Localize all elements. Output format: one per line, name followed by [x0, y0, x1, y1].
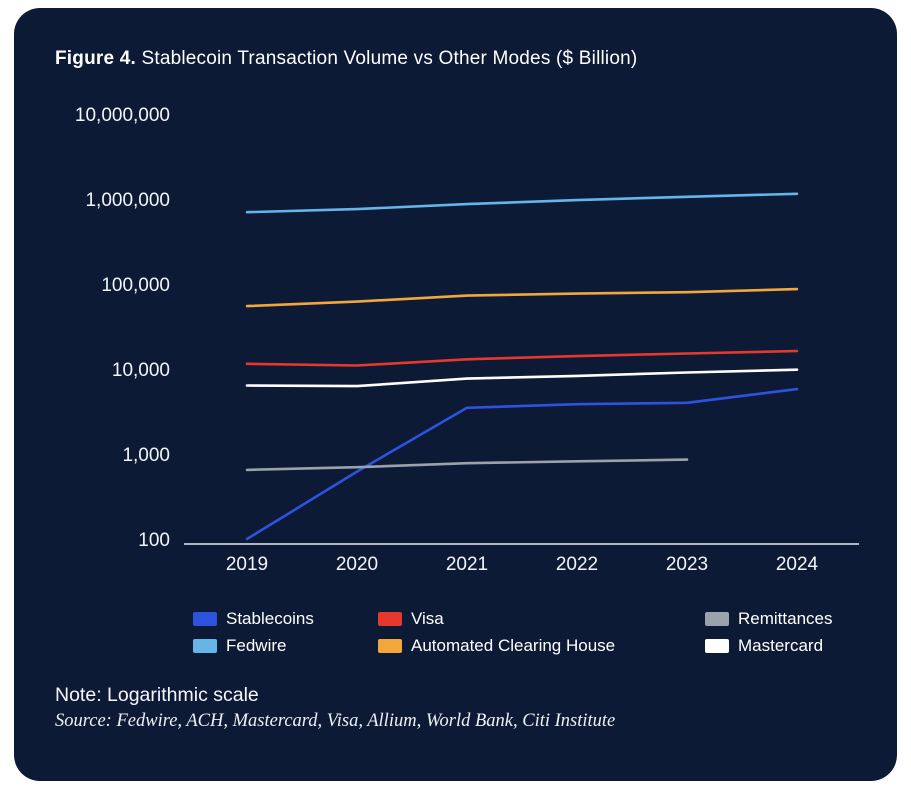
chart-legend: Stablecoins Visa Remittances Fedwire Automat… — [14, 606, 897, 660]
legend-label: Remittances — [738, 609, 833, 628]
x-tick-label: 2021 — [446, 554, 488, 575]
legend-item-visa: Visa — [378, 609, 444, 629]
legend-item-fedwire: Fedwire — [193, 636, 286, 656]
legend-label: Fedwire — [226, 636, 287, 655]
series-line-mastercard — [245, 368, 799, 388]
legend-row: Stablecoins Visa Remittances — [14, 606, 897, 633]
legend-label: Stablecoins — [226, 609, 314, 628]
series-line-remittances — [245, 458, 689, 472]
source-text: Source: Fedwire, ACH, Mastercard, Visa, … — [55, 711, 616, 731]
y-tick-label: 10,000,000 — [75, 105, 170, 126]
legend-swatch — [193, 639, 217, 653]
legend-swatch — [378, 612, 402, 626]
series-line-stablecoins — [245, 387, 799, 541]
x-tick-label: 2024 — [776, 554, 819, 575]
legend-item-remittances: Remittances — [705, 609, 832, 629]
figure-number-label: Figure 4. — [55, 48, 136, 69]
figure-card: Figure 4. Stablecoin Transaction Volume … — [14, 8, 897, 781]
legend-item-stablecoins: Stablecoins — [193, 609, 314, 629]
series-line-automated-clearing-house — [245, 287, 799, 308]
y-tick-label: 10,000 — [112, 360, 170, 381]
legend-swatch — [705, 639, 729, 653]
legend-item-mastercard: Mastercard — [705, 636, 823, 656]
y-tick-label: 1,000,000 — [85, 190, 170, 211]
x-tick-label: 2019 — [226, 554, 268, 575]
legend-row: Fedwire Automated Clearing House Mastercar… — [14, 633, 897, 660]
figure-title: Figure 4. Stablecoin Transaction Volume … — [55, 48, 637, 70]
legend-item-automated-clearing-house: Automated Clearing House — [378, 636, 615, 656]
x-tick-label: 2020 — [336, 554, 378, 575]
legend-label: Mastercard — [738, 636, 824, 655]
x-tick-label: 2022 — [556, 554, 598, 575]
x-tick-label: 2023 — [666, 554, 708, 575]
y-tick-label: 1,000 — [122, 445, 170, 466]
chart: 10,000,000 1,000,000 100,000 10,000 1,000 100… — [14, 93, 897, 585]
legend-swatch — [705, 612, 729, 626]
y-tick-label: 100,000 — [101, 275, 170, 296]
figure-title-text: Stablecoin Transaction Volume vs Other M… — [135, 48, 638, 69]
series-line-fedwire — [245, 192, 799, 214]
legend-swatch — [378, 639, 402, 653]
series-line-visa — [245, 349, 799, 367]
legend-label: Automated Clearing House — [411, 636, 616, 655]
legend-swatch — [193, 612, 217, 626]
y-tick-label: 100 — [138, 530, 170, 551]
legend-label: Visa — [411, 609, 444, 628]
chart-svg: 10,000,000 1,000,000 100,000 10,000 1,000 100… — [75, 105, 859, 575]
note-text: Note: Logarithmic scale — [55, 684, 259, 706]
